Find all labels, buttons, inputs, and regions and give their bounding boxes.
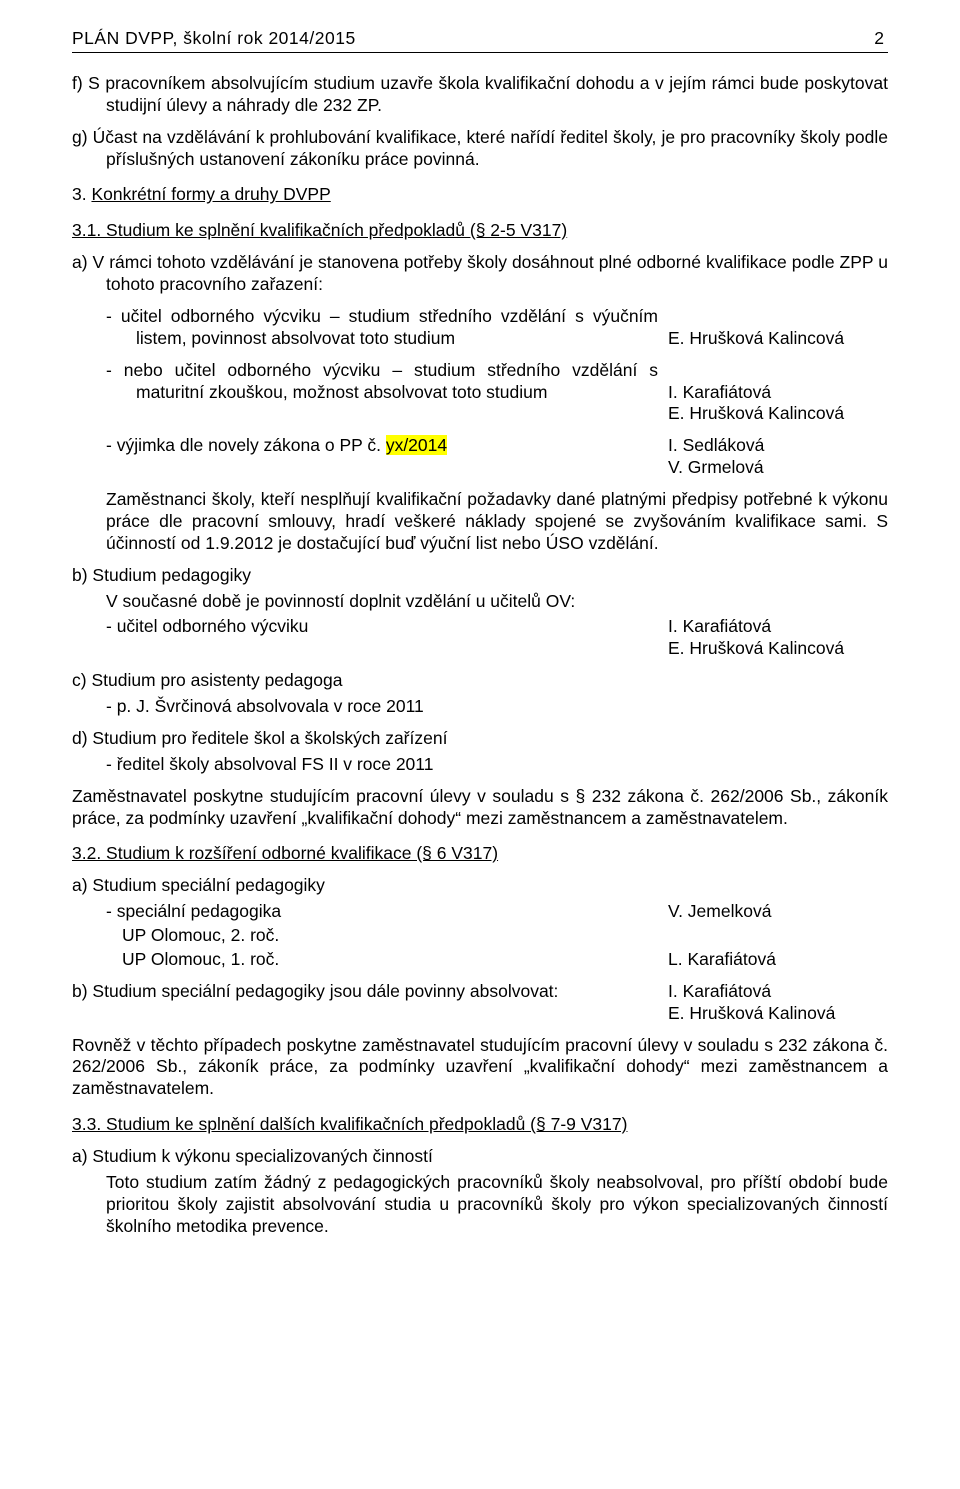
item-text-pre: - výjimka dle novely zákona o PP č.	[106, 435, 386, 455]
item-text: - učitel odborného výcviku – studium stř…	[72, 306, 668, 350]
item-text: - výjimka dle novely zákona o PP č. yx/2…	[72, 435, 668, 479]
row-left: UP Olomouc, 1. roč.	[122, 949, 668, 971]
section-3-3-a-heading: a) Studium k výkonu specializovaných čin…	[72, 1146, 888, 1168]
section-3-1-a-intro: a) V rámci tohoto vzdělávání je stanoven…	[72, 252, 888, 296]
highlight-yx2014: yx/2014	[386, 435, 447, 455]
name-line: I. Karafiátová	[668, 981, 888, 1003]
name-line: V. Grmelová	[668, 457, 888, 479]
section-3-num: 3.	[72, 184, 91, 204]
section-3-1-a-item-2: - nebo učitel odborného výcviku – studiu…	[72, 360, 888, 426]
section-3-1-c-item-1: - p. J. Švrčinová absolvovala v roce 201…	[72, 696, 888, 718]
name-line: E. Hrušková Kalincová	[668, 638, 888, 660]
page-header: PLÁN DVPP, školní rok 2014/2015 2	[72, 28, 888, 53]
row-right	[668, 925, 888, 947]
item-f: f) S pracovníkem absolvujícím studium uz…	[72, 73, 888, 117]
header-title: PLÁN DVPP, školní rok 2014/2015	[72, 28, 356, 50]
item-names: E. Hrušková Kalincová	[668, 306, 888, 350]
section-3-2-a-row-2: UP Olomouc, 2. roč.	[72, 925, 888, 947]
employer-note-1: Zaměstnavatel poskytne studujícím pracov…	[72, 786, 888, 830]
item-text: - učitel odborného výcviku	[72, 616, 668, 660]
section-3-1-d-heading: d) Studium pro ředitele škol a školských…	[72, 728, 888, 750]
section-3-1-a-note: Zaměstnanci školy, kteří nesplňují kvali…	[72, 489, 888, 555]
section-3-3-a-body: Toto studium zatím žádný z pedagogických…	[72, 1172, 888, 1238]
item-g: g) Účast na vzdělávání k prohlubování kv…	[72, 127, 888, 171]
item-text: b) Studium speciální pedagogiky jsou dál…	[72, 981, 668, 1025]
item-names: I. Karafiátová E. Hrušková Kalincová	[668, 616, 888, 660]
section-3-1-b-sub: V současné době je povinností doplnit vz…	[72, 591, 888, 613]
item-text: - nebo učitel odborného výcviku – studiu…	[72, 360, 668, 426]
name-line: I. Karafiátová	[668, 382, 888, 404]
section-3-1-a-item-1: - učitel odborného výcviku – studium stř…	[72, 306, 888, 350]
header-page-number: 2	[874, 28, 888, 50]
item-names: I. Karafiátová E. Hrušková Kalincová	[668, 360, 888, 426]
row-left: UP Olomouc, 2. roč.	[122, 925, 668, 947]
section-3-1-a-item-3: - výjimka dle novely zákona o PP č. yx/2…	[72, 435, 888, 479]
section-3-2-a-row-1: - speciální pedagogika V. Jemelková	[72, 901, 888, 923]
section-3-heading: 3. Konkrétní formy a druhy DVPP	[72, 184, 888, 206]
name-line: I. Karafiátová	[668, 616, 888, 638]
section-3-2-a-heading: a) Studium speciální pedagogiky	[72, 875, 888, 897]
section-3-1-heading: 3.1. Studium ke splnění kvalifikačních p…	[72, 220, 888, 242]
item-names: I. Sedláková V. Grmelová	[668, 435, 888, 479]
row-right: L. Karafiátová	[668, 949, 888, 971]
section-3-1-b-heading: b) Studium pedagogiky	[72, 565, 888, 587]
row-right: V. Jemelková	[668, 901, 888, 923]
name-line: E. Hrušková Kalincová	[668, 403, 888, 425]
name-line: I. Sedláková	[668, 435, 888, 457]
section-3-1-b-item-1: - učitel odborného výcviku I. Karafiátov…	[72, 616, 888, 660]
section-3-title: Konkrétní formy a druhy DVPP	[91, 184, 330, 204]
name-line: E. Hrušková Kalincová	[668, 328, 888, 350]
section-3-3-heading: 3.3. Studium ke splnění dalších kvalifik…	[72, 1114, 888, 1136]
section-3-2-b: b) Studium speciální pedagogiky jsou dál…	[72, 981, 888, 1025]
row-left: - speciální pedagogika	[106, 901, 668, 923]
page: PLÁN DVPP, školní rok 2014/2015 2 f) S p…	[0, 0, 960, 1489]
section-3-1-c-heading: c) Studium pro asistenty pedagoga	[72, 670, 888, 692]
section-3-2-note: Rovněž v těchto případech poskytne zaměs…	[72, 1035, 888, 1101]
section-3-1-d-item-1: - ředitel školy absolvoval FS II v roce …	[72, 754, 888, 776]
name-line: E. Hrušková Kalinová	[668, 1003, 888, 1025]
item-names: I. Karafiátová E. Hrušková Kalinová	[668, 981, 888, 1025]
section-3-2-a-row-3: UP Olomouc, 1. roč. L. Karafiátová	[72, 949, 888, 971]
section-3-2-heading: 3.2. Studium k rozšíření odborné kvalifi…	[72, 843, 888, 865]
